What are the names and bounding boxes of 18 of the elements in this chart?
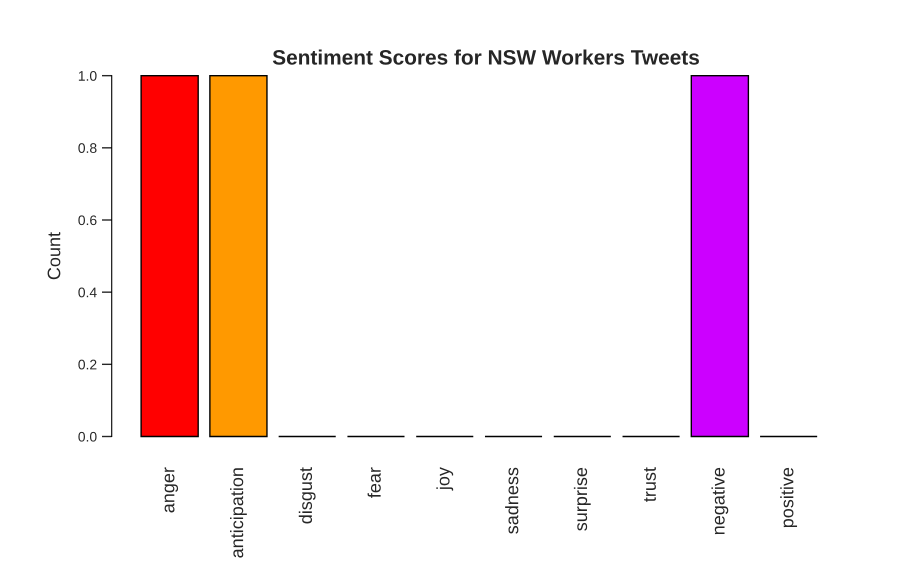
x-tick-label: negative (711, 468, 728, 534)
y-tick-label: 0.8 (78, 143, 97, 153)
y-tick-label: 0.4 (78, 288, 97, 298)
x-tick-label: anticipation (230, 468, 247, 558)
x-tick-label: fear (368, 467, 381, 498)
y-tick-label: 0.2 (78, 360, 96, 370)
y-tick-label: 0.0 (78, 432, 97, 442)
x-tick-label: trust (644, 467, 656, 502)
y-axis-title: Count (48, 232, 60, 280)
y-tick-label: 1.0 (78, 70, 97, 81)
x-tick-label: sadness (505, 468, 518, 534)
y-tick-label: 0.6 (78, 215, 97, 226)
x-tick-label: anger (164, 467, 178, 512)
chart-title: Sentiment Scores for NSW Workers Tweets (272, 49, 699, 65)
x-tick-label: positive (780, 468, 798, 528)
x-tick-label: disgust (298, 467, 316, 524)
x-tick-label: surprise (574, 468, 591, 531)
x-tick-label: joy (436, 467, 454, 491)
